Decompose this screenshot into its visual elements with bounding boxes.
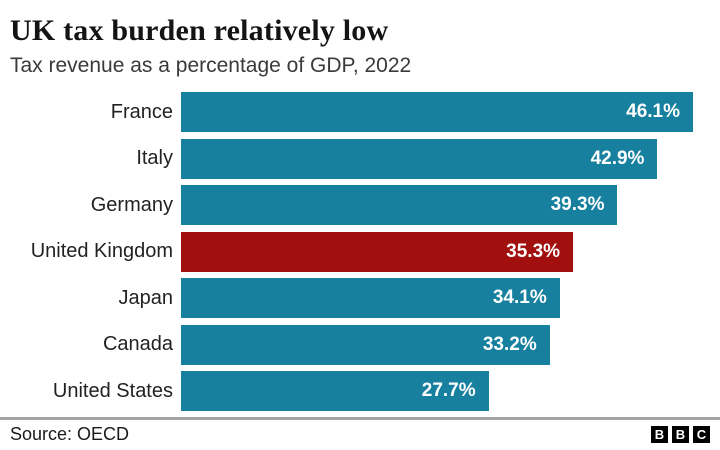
bar-row: Japan 34.1% [0, 278, 720, 318]
bar-row: United States 27.7% [0, 371, 720, 411]
footer-divider [0, 417, 720, 420]
bar-track: 27.7% [181, 371, 693, 411]
bar: 27.7% [181, 371, 489, 411]
bar: 35.3% [181, 231, 574, 272]
bar: 42.9% [181, 138, 658, 179]
category-label: France [110, 100, 173, 123]
bar-value-label: 34.1% [492, 287, 547, 308]
bar-value-label: 46.1% [626, 101, 680, 122]
bar: 39.3% [181, 185, 618, 225]
bar-track: 42.9% [181, 138, 693, 179]
bar-track: 34.1% [181, 278, 693, 318]
bar-row: Germany 39.3% [0, 185, 720, 225]
bar-track: 35.3% [181, 231, 693, 272]
bar-row: Canada 33.2% [0, 324, 720, 365]
bar-chart: France 46.1% Italy 42.9% Germany 39.3% United … [0, 92, 720, 411]
bar: 34.1% [181, 278, 560, 318]
bar-value-label: 33.2% [482, 333, 537, 355]
chart-title: UK tax burden relatively low [10, 14, 389, 47]
category-label: Italy [136, 147, 173, 169]
category-label: United States [52, 379, 173, 402]
bar-row: France 46.1% [0, 92, 720, 132]
bbc-logo-block: C [693, 426, 710, 443]
chart-header: UK tax burden relatively low Tax revenue… [10, 14, 411, 78]
category-label: United Kingdom [30, 240, 173, 262]
bbc-logo-block: B [672, 426, 689, 443]
bar-track: 33.2% [181, 324, 693, 365]
bar-track: 46.1% [181, 92, 693, 132]
category-label: Canada [102, 333, 173, 355]
category-label: Germany [90, 193, 173, 216]
source-label: Source: OECD [10, 424, 130, 444]
bar: 33.2% [181, 324, 550, 365]
bar-value-label: 39.3% [550, 194, 605, 215]
bar-row: Italy 42.9% [0, 138, 720, 179]
bar-track: 39.3% [181, 185, 693, 225]
chart-subtitle: Tax revenue as a percentage of GDP, 2022 [10, 54, 412, 77]
bar-value-label: 42.9% [590, 147, 645, 169]
bar-row: United Kingdom 35.3% [0, 231, 720, 272]
bbc-logo-block: B [651, 426, 668, 443]
bar-value-label: 27.7% [421, 380, 476, 401]
bar: 46.1% [181, 92, 693, 132]
bar-value-label: 35.3% [506, 240, 561, 262]
category-label: Japan [118, 286, 174, 309]
